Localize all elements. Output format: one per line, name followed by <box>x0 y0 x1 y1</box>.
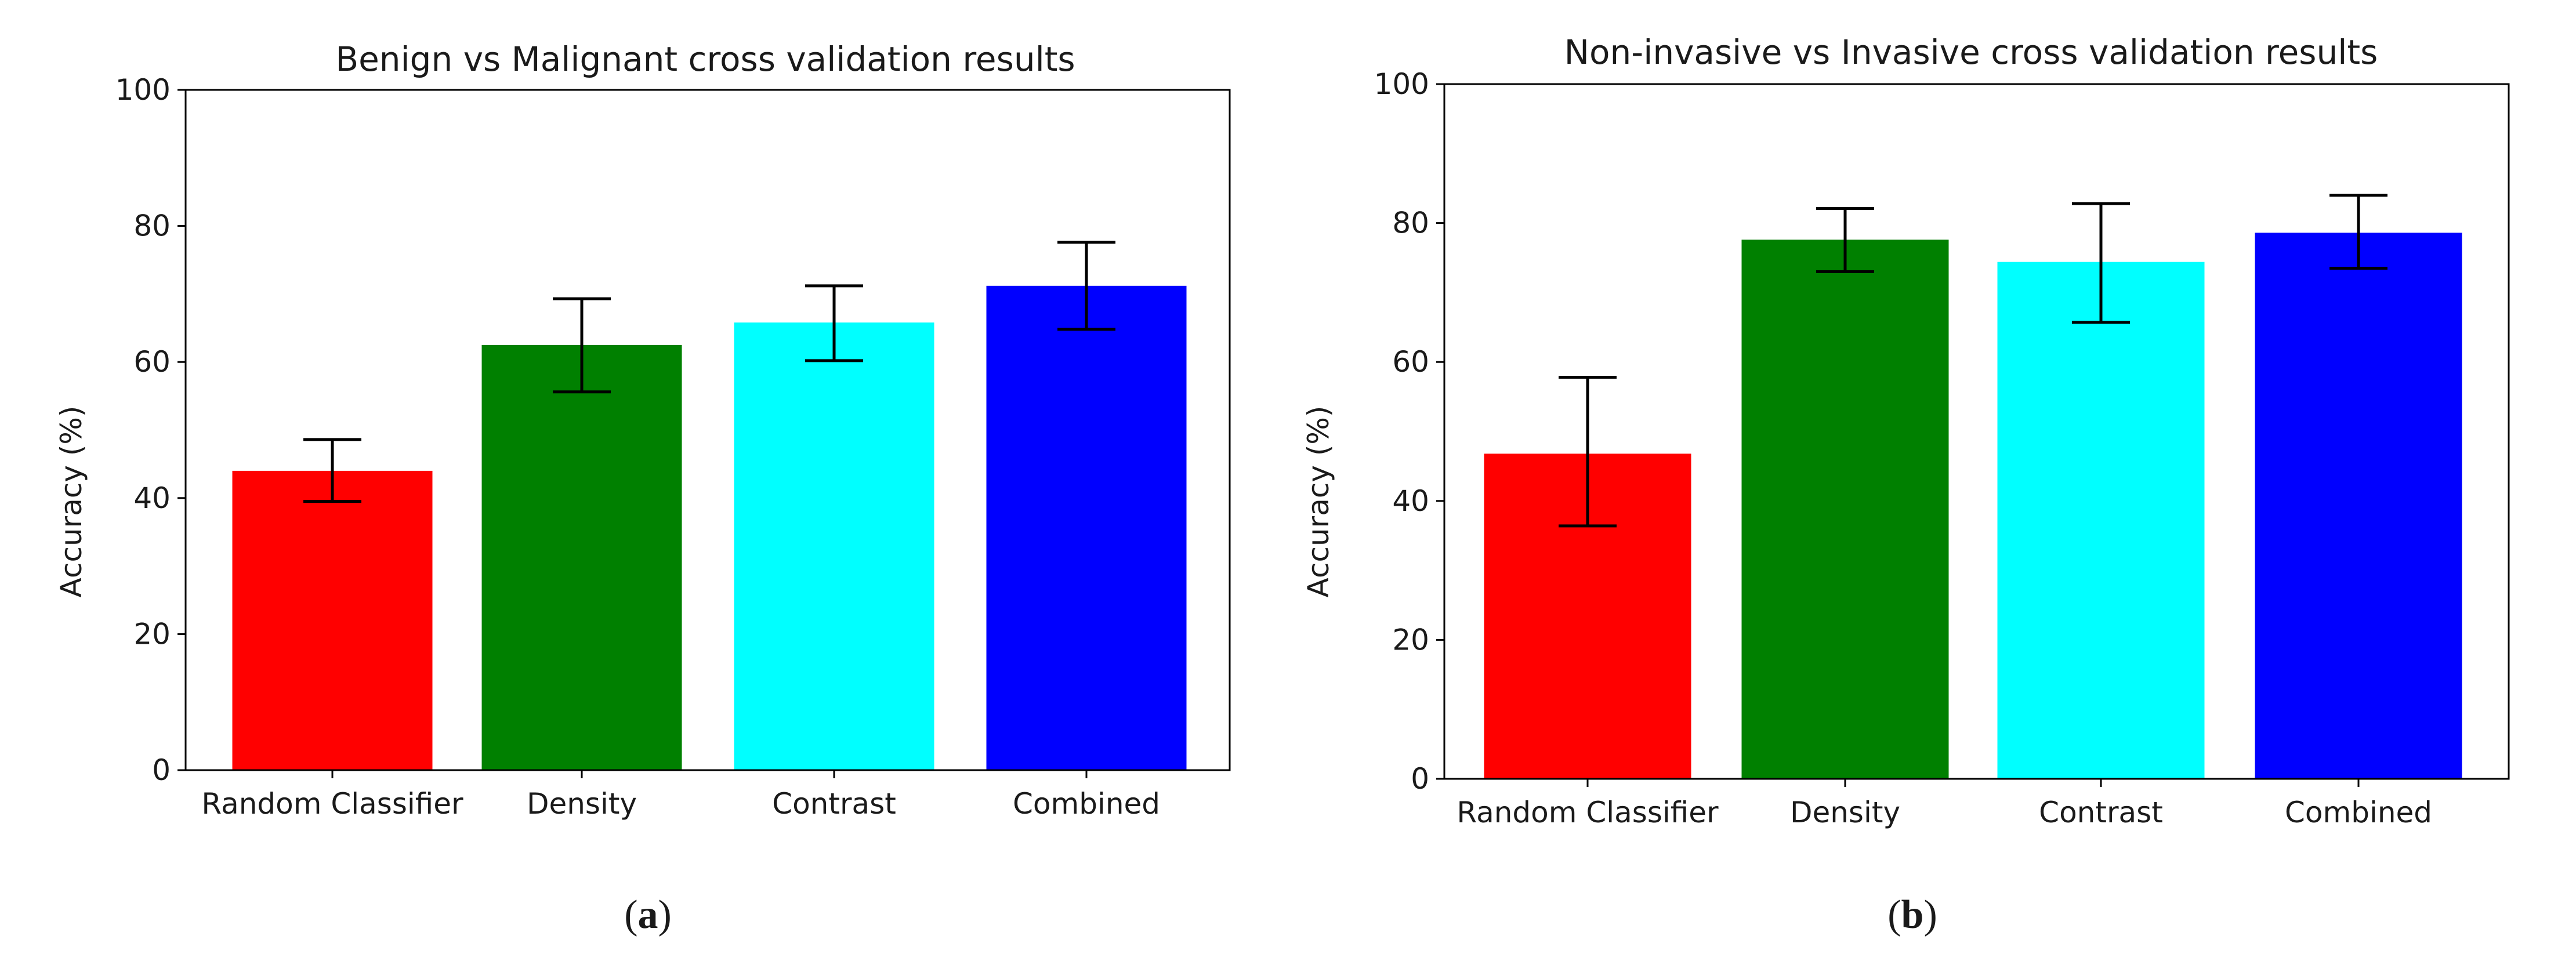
chart-a-ytick-label-1: 20 <box>133 617 171 651</box>
chart-a-ytick-label-5: 100 <box>115 73 171 107</box>
chart-b-axes-frame <box>1443 83 2510 780</box>
chart-a-xtick-label-3: Combined <box>1013 787 1160 821</box>
chart-b-errorbar-1 <box>1816 206 1874 273</box>
panel-label-b: (b) <box>1887 893 1937 937</box>
chart-b: 0 20 40 60 80 100 Random Classifier Density Cont… <box>1374 67 2510 829</box>
chart-b-ytick-label-2: 40 <box>1392 484 1429 518</box>
chart-a-bar-0 <box>232 470 433 770</box>
chart-b-xtick-label-3: Combined <box>2285 796 2432 829</box>
chart-b-ylabel: Accuracy (%) <box>1302 406 1335 598</box>
chart-a-title: Benign vs Malignant cross validation res… <box>335 39 1075 79</box>
chart-b-ytick-label-1: 20 <box>1392 623 1429 656</box>
chart-b-bar-2 <box>1997 262 2205 779</box>
chart-a-bar-3 <box>986 285 1187 771</box>
chart-a-errorbar-1 <box>553 297 611 394</box>
panel-label-a: (a) <box>624 893 672 937</box>
chart-a-ytick-label-3: 60 <box>133 345 171 379</box>
chart-a-xtick-label-0: Random Classifier <box>201 787 463 821</box>
chart-a-errorbar-0 <box>303 438 361 503</box>
chart-a-ytick-label-0: 0 <box>152 753 171 787</box>
chart-b-errorbar-2 <box>2072 202 2130 324</box>
chart-a-xtick-label-1: Density <box>527 787 637 821</box>
panel-label-a-letter: a <box>638 893 658 937</box>
chart-b-ytick-label-3: 60 <box>1392 345 1429 379</box>
chart-b-ytick-label-4: 80 <box>1392 206 1429 240</box>
chart-a-ytick-label-2: 40 <box>133 481 171 515</box>
chart-b-xtick-label-1: Density <box>1790 796 1900 829</box>
chart-a-errorbar-3 <box>1057 241 1115 331</box>
chart-b-bar-3 <box>2255 233 2462 779</box>
chart-b-bar-1 <box>1741 240 1949 779</box>
panel-label-b-letter: b <box>1901 893 1924 937</box>
chart-b-xtick-label-0: Random Classifier <box>1457 796 1719 829</box>
chart-b-xtick-label-2: Contrast <box>2039 796 2163 829</box>
chart-a-ylabel: Accuracy (%) <box>55 406 88 598</box>
chart-b-errorbar-3 <box>2329 194 2387 270</box>
chart-a-bar-2 <box>734 322 934 770</box>
chart-a: 0 20 40 60 80 100 Random Classifier Density Cont… <box>115 73 1231 821</box>
chart-a-bar-1 <box>481 344 682 770</box>
chart-a-xtick-label-2: Contrast <box>772 787 896 821</box>
chart-b-errorbar-0 <box>1559 376 1617 528</box>
chart-b-title: Non-invasive vs Invasive cross validatio… <box>1564 32 2378 72</box>
chart-a-ytick-label-4: 80 <box>133 209 171 243</box>
chart-a-axes-frame <box>184 89 1231 771</box>
chart-a-errorbar-2 <box>805 284 863 362</box>
chart-b-ytick-label-0: 0 <box>1411 762 1429 796</box>
chart-b-ytick-label-5: 100 <box>1374 67 1429 101</box>
